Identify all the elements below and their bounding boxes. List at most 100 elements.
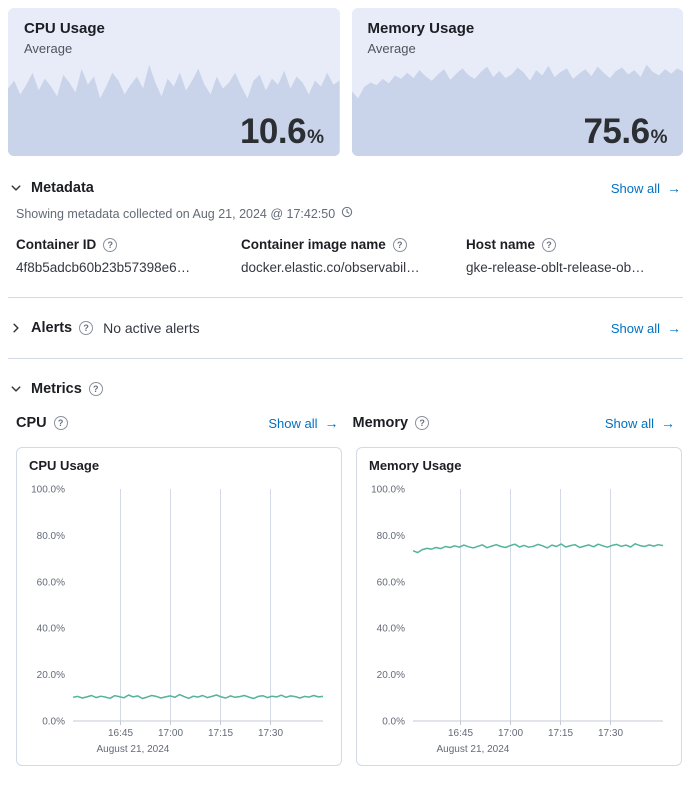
cpu-usage-kpi-card[interactable]: CPU Usage Average 10.6% xyxy=(8,8,340,156)
help-icon[interactable]: ? xyxy=(88,382,103,396)
arrow-right-icon: → xyxy=(324,415,339,431)
svg-text:80.0%: 80.0% xyxy=(377,531,405,542)
cpu-subsection-title: CPU xyxy=(16,415,47,431)
chart-canvas: 16:45 17:00 17:15 17:30 0.0% 20.0% 40.0% 60.0% 8… xyxy=(371,485,664,755)
kpi-title: CPU Usage xyxy=(24,20,105,37)
help-icon[interactable]: ? xyxy=(415,416,430,430)
metadata-field-value: docker.elastic.co/observabil… xyxy=(241,260,420,275)
kpi-card-row: CPU Usage Average 10.6% Memory Usage Ave… xyxy=(8,8,683,156)
help-icon[interactable]: ? xyxy=(392,237,407,252)
metadata-field-label: Container ID? xyxy=(16,237,231,252)
kpi-value-number: 75.6 xyxy=(583,112,650,151)
metadata-section-title: Metadata xyxy=(31,180,94,196)
arrow-right-icon: → xyxy=(667,180,681,196)
alerts-status-text: No active alerts xyxy=(103,320,200,336)
kpi-subtitle: Average xyxy=(24,41,73,56)
metadata-field-value: gke-release-oblt-release-ob… xyxy=(466,260,645,275)
metrics-charts-row: CPU Usage 16:45 17:00 17:15 17:30 0.0% 20.0% 4… xyxy=(16,447,682,766)
svg-text:60.0%: 60.0% xyxy=(37,577,65,588)
metrics-section-title: Metrics xyxy=(31,381,82,397)
svg-text:16:45: 16:45 xyxy=(448,728,473,739)
field-label-text: Container image name xyxy=(241,237,386,252)
metadata-collected-text: Showing metadata collected on Aug 21, 20… xyxy=(16,206,336,221)
sparkline-canvas xyxy=(351,64,683,156)
metadata-field-host-name: Host name? gke-release-oblt-release-ob… xyxy=(466,237,681,275)
svg-text:0.0%: 0.0% xyxy=(42,717,65,728)
clock-icon xyxy=(341,206,353,221)
metrics-section-header: Metrics ? xyxy=(10,381,681,397)
chart-title: Memory Usage xyxy=(369,458,462,473)
memory-show-all-link[interactable]: Show all → xyxy=(605,415,675,431)
cpu-sparkline xyxy=(8,60,340,156)
metadata-field-value: 4f8b5adcb60b23b57398e6… xyxy=(16,260,191,275)
svg-text:40.0%: 40.0% xyxy=(377,624,405,635)
svg-text:100.0%: 100.0% xyxy=(371,485,405,496)
svg-text:17:00: 17:00 xyxy=(498,728,523,739)
cpu-usage-line-chart[interactable]: 16:45 17:00 17:15 17:30 0.0% 20.0% 40.0% 60.0% 8… xyxy=(29,479,329,757)
chevron-down-icon[interactable] xyxy=(10,383,22,395)
metadata-collected-note: Showing metadata collected on Aug 21, 20… xyxy=(16,206,681,221)
svg-text:20.0%: 20.0% xyxy=(37,670,65,681)
help-icon[interactable]: ? xyxy=(103,237,118,252)
help-icon[interactable]: ? xyxy=(79,321,94,335)
show-all-label: Show all xyxy=(610,180,660,196)
kpi-value-number: 10.6 xyxy=(239,112,307,151)
cpu-usage-chart-panel: CPU Usage 16:45 17:00 17:15 17:30 0.0% 20.0% 4… xyxy=(16,447,342,766)
metadata-section-header: Metadata Show all → xyxy=(10,180,681,196)
kpi-subtitle: Average xyxy=(367,41,416,56)
show-all-label: Show all xyxy=(610,320,660,336)
field-label-text: Host name xyxy=(466,237,536,252)
memory-sparkline xyxy=(351,60,683,156)
svg-text:0.0%: 0.0% xyxy=(382,717,405,728)
kpi-title: Memory Usage xyxy=(367,20,475,37)
memory-usage-line-chart[interactable]: 16:45 17:00 17:15 17:30 0.0% 20.0% 40.0% 60.0% 8… xyxy=(369,479,669,757)
metrics-subheaders: CPU ? Show all → Memory ? Show all → xyxy=(16,415,675,431)
chart-title: CPU Usage xyxy=(29,458,100,473)
field-label-text: Container ID xyxy=(16,237,97,252)
svg-text:17:30: 17:30 xyxy=(598,728,623,739)
metadata-field-container-id: Container ID? 4f8b5adcb60b23b57398e6… xyxy=(16,237,231,275)
svg-text:August 21, 2024: August 21, 2024 xyxy=(97,744,170,755)
metadata-field-label: Container image name? xyxy=(241,237,456,252)
arrow-right-icon: → xyxy=(661,415,675,431)
svg-text:80.0%: 80.0% xyxy=(37,531,65,542)
svg-text:17:30: 17:30 xyxy=(258,728,283,739)
memory-usage-chart-panel: Memory Usage 16:45 17:00 17:15 17:30 0.0% 20.… xyxy=(356,447,682,766)
svg-text:August 21, 2024: August 21, 2024 xyxy=(437,744,510,755)
alerts-section-header: Alerts ? No active alerts Show all → xyxy=(10,320,681,336)
metadata-show-all-link[interactable]: Show all → xyxy=(611,180,681,196)
metadata-field-container-image: Container image name? docker.elastic.co/… xyxy=(241,237,456,275)
svg-text:100.0%: 100.0% xyxy=(31,485,65,496)
divider xyxy=(8,297,683,298)
memory-subsection-title: Memory xyxy=(352,415,409,431)
metadata-field-label: Host name? xyxy=(466,237,681,252)
memory-subheader: Memory ? Show all → xyxy=(353,415,676,431)
cpu-show-all-link[interactable]: Show all → xyxy=(268,415,338,431)
svg-text:17:15: 17:15 xyxy=(208,728,233,739)
alerts-show-all-link[interactable]: Show all → xyxy=(611,320,681,336)
svg-text:17:00: 17:00 xyxy=(158,728,183,739)
svg-text:16:45: 16:45 xyxy=(108,728,133,739)
svg-text:17:15: 17:15 xyxy=(548,728,573,739)
svg-text:20.0%: 20.0% xyxy=(377,670,405,681)
svg-text:40.0%: 40.0% xyxy=(37,624,65,635)
chevron-right-icon[interactable] xyxy=(10,322,22,334)
sparkline-canvas xyxy=(8,64,340,156)
cpu-subheader: CPU ? Show all → xyxy=(16,415,339,431)
kpi-value-unit: % xyxy=(650,127,668,148)
help-icon[interactable]: ? xyxy=(542,237,557,252)
memory-usage-value: 75.6% xyxy=(583,112,667,152)
memory-usage-kpi-card[interactable]: Memory Usage Average 75.6% xyxy=(351,8,683,156)
kpi-value-unit: % xyxy=(307,127,324,148)
show-all-label: Show all xyxy=(604,415,654,431)
show-all-label: Show all xyxy=(268,415,318,431)
chart-canvas: 16:45 17:00 17:15 17:30 0.0% 20.0% 40.0% 60.0% 8… xyxy=(31,485,324,755)
svg-text:60.0%: 60.0% xyxy=(377,577,405,588)
divider xyxy=(8,358,683,359)
help-icon[interactable]: ? xyxy=(53,416,68,430)
arrow-right-icon: → xyxy=(667,320,681,336)
chevron-down-icon[interactable] xyxy=(10,182,22,194)
cpu-usage-value: 10.6% xyxy=(240,112,324,152)
metadata-fields-grid: Container ID? 4f8b5adcb60b23b57398e6… Co… xyxy=(16,237,681,275)
